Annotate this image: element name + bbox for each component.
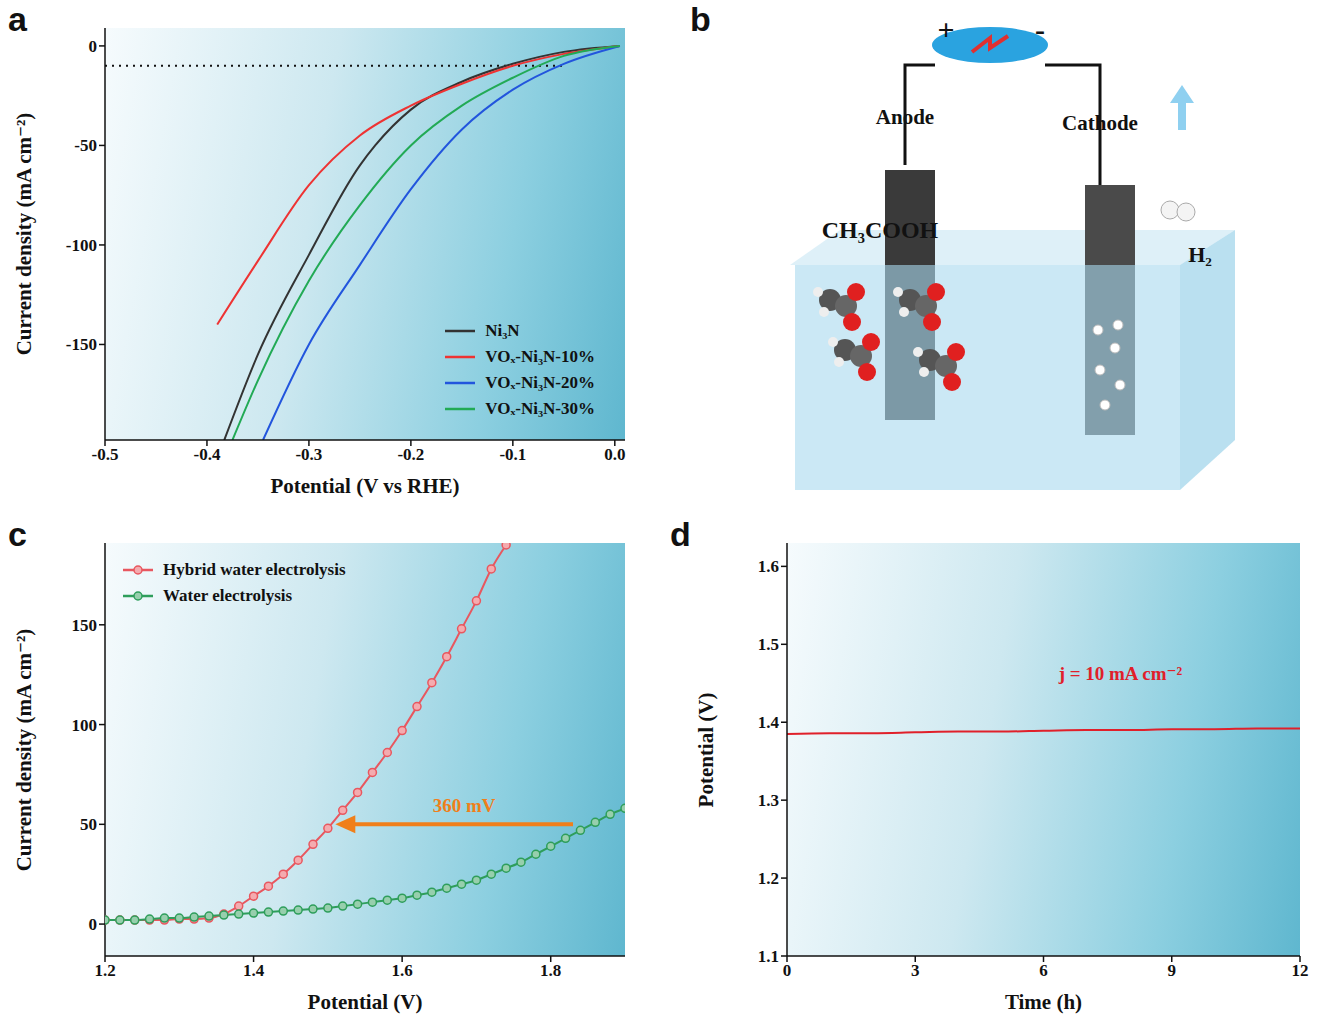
svg-text:-0.1: -0.1 xyxy=(499,445,526,464)
svg-text:+: + xyxy=(937,13,954,46)
svg-text:-0.5: -0.5 xyxy=(92,445,119,464)
svg-text:H₂: H₂ xyxy=(1188,242,1212,267)
svg-text:Anode: Anode xyxy=(876,105,934,129)
svg-text:1.1: 1.1 xyxy=(758,947,779,966)
html-text:Potential (V vs RHE): Potential (V vs RHE) xyxy=(270,474,460,498)
svg-text:12: 12 xyxy=(1292,961,1309,980)
svg-text:9: 9 xyxy=(1168,961,1177,980)
svg-text:360 mV: 360 mV xyxy=(433,795,496,816)
svg-text:-0.4: -0.4 xyxy=(193,445,220,464)
svg-text:1.5: 1.5 xyxy=(758,635,779,654)
svg-text:6: 6 xyxy=(1039,961,1048,980)
svg-text:1.3: 1.3 xyxy=(758,791,779,810)
html-text:a: a xyxy=(8,0,27,38)
svg-text:-150: -150 xyxy=(66,335,97,354)
html-text:Current density (mA cm⁻²): Current density (mA cm⁻²) xyxy=(12,628,36,871)
svg-text:50: 50 xyxy=(80,815,97,834)
html-text:Potential (V): Potential (V) xyxy=(307,990,423,1014)
html-text:Ni₃N: Ni₃N xyxy=(485,321,520,340)
svg-text:j = 10 mA cm⁻²: j = 10 mA cm⁻² xyxy=(1058,663,1183,684)
svg-text:Cathode: Cathode xyxy=(1062,111,1138,135)
svg-text:1.8: 1.8 xyxy=(540,961,561,980)
svg-text:-: - xyxy=(1035,13,1045,46)
svg-text:0: 0 xyxy=(89,915,98,934)
html-text:d: d xyxy=(670,515,691,553)
svg-text:100: 100 xyxy=(72,716,98,735)
html-text:Potential (V): Potential (V) xyxy=(693,692,718,807)
svg-text:1.6: 1.6 xyxy=(392,961,413,980)
svg-text:-100: -100 xyxy=(66,236,97,255)
svg-text:0.0: 0.0 xyxy=(604,445,625,464)
svg-text:-50: -50 xyxy=(74,136,97,155)
svg-text:0: 0 xyxy=(89,37,98,56)
svg-text:0: 0 xyxy=(783,961,792,980)
html-text:Time (h): Time (h) xyxy=(1004,990,1083,1014)
html-text:Water electrolysis: Water electrolysis xyxy=(163,586,293,605)
svg-text:CH₃COOH: CH₃COOH xyxy=(822,217,939,243)
html-text:VOₓ-Ni₃N-10%: VOₓ-Ni₃N-10% xyxy=(485,347,595,366)
html-text:Hybrid water electrolysis: Hybrid water electrolysis xyxy=(163,560,346,579)
html-text:VOₓ-Ni₃N-30%: VOₓ-Ni₃N-30% xyxy=(485,399,595,418)
svg-text:-0.2: -0.2 xyxy=(397,445,424,464)
svg-text:-0.3: -0.3 xyxy=(295,445,322,464)
svg-text:1.6: 1.6 xyxy=(758,557,779,576)
svg-text:1.4: 1.4 xyxy=(243,961,265,980)
svg-text:150: 150 xyxy=(72,616,98,635)
svg-text:1.2: 1.2 xyxy=(758,869,779,888)
svg-text:3: 3 xyxy=(911,961,920,980)
html-text:c: c xyxy=(8,515,27,553)
svg-text:1.2: 1.2 xyxy=(94,961,115,980)
html-text:Current density (mA cm⁻²): Current density (mA cm⁻²) xyxy=(12,112,36,356)
html-text:b: b xyxy=(690,0,711,38)
html-text:VOₓ-Ni₃N-20%: VOₓ-Ni₃N-20% xyxy=(485,373,595,392)
svg-text:1.4: 1.4 xyxy=(758,713,780,732)
